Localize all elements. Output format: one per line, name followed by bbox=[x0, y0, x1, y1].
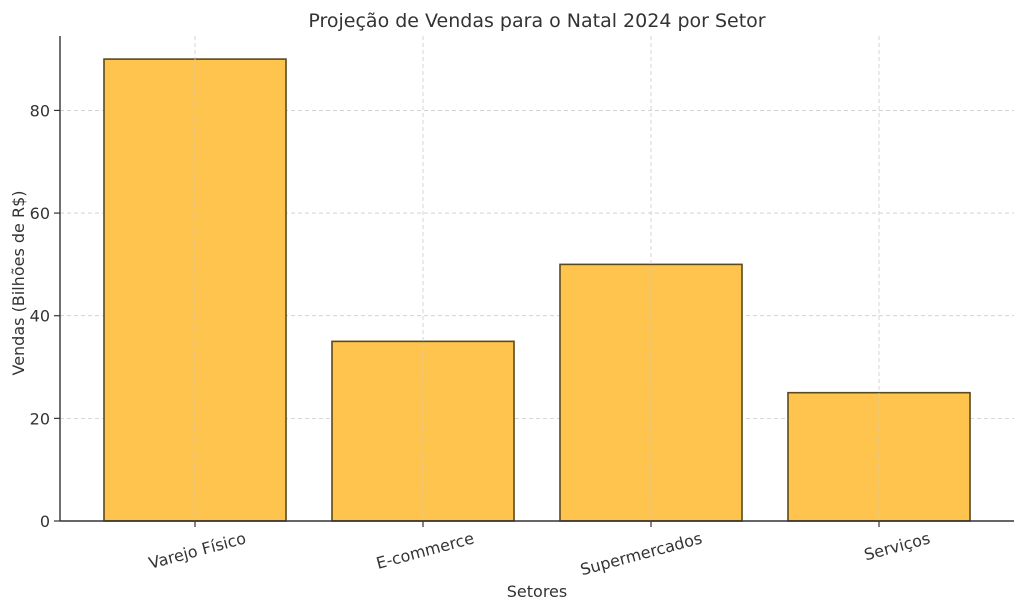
y-axis-label: Vendas (Bilhões de R$) bbox=[9, 191, 28, 376]
x-tick-label-0: Varejo Físico bbox=[147, 529, 248, 573]
x-tick-label-3: Serviços bbox=[862, 529, 932, 565]
grid-lines bbox=[60, 110, 1014, 419]
y-tick-label-4: 80 bbox=[30, 101, 50, 120]
axes bbox=[54, 36, 1014, 527]
x-tick-label-1: E-commerce bbox=[374, 529, 476, 573]
chart-title: Projeção de Vendas para o Natal 2024 por… bbox=[308, 10, 765, 32]
y-tick-label-2: 40 bbox=[30, 307, 50, 326]
x-tick-label-2: Supermercados bbox=[578, 529, 704, 580]
x-axis-label: Setores bbox=[507, 582, 567, 601]
bars bbox=[103, 58, 971, 522]
y-tick-label-1: 20 bbox=[30, 409, 50, 428]
y-tick-label-3: 60 bbox=[30, 204, 50, 223]
y-tick-label-0: 0 bbox=[40, 512, 50, 531]
